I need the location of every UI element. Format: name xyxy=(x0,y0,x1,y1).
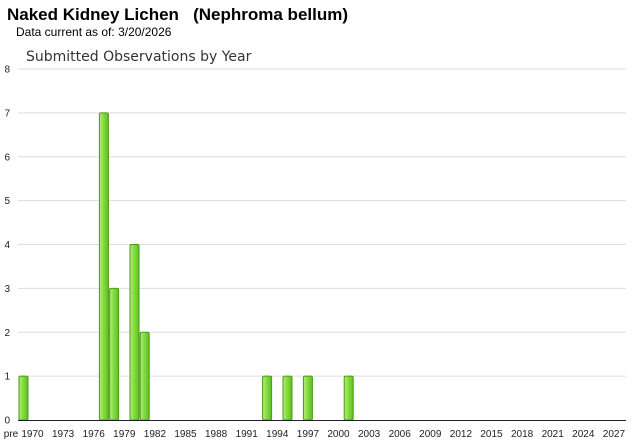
x-tick-label: 1997 xyxy=(297,429,320,440)
y-tick-label: 8 xyxy=(4,65,10,76)
x-tick-label: pre xyxy=(4,429,19,440)
x-tick-label: 1988 xyxy=(205,429,228,440)
bar-1980 xyxy=(129,244,140,421)
page-title: Naked Kidney Lichen (Nephroma bellum) xyxy=(7,5,349,24)
x-tick-label: 2024 xyxy=(572,429,595,440)
x-tick-label: 2009 xyxy=(419,429,442,440)
x-tick-label: 2003 xyxy=(358,429,381,440)
y-axis-ticks: 0 1 2 3 4 5 6 7 8 xyxy=(4,65,10,427)
x-tick-label: 2015 xyxy=(480,429,503,440)
x-tick-label: 1982 xyxy=(144,429,167,440)
y-tick-label: 3 xyxy=(4,284,10,295)
x-tick-label: 2000 xyxy=(327,429,350,440)
x-tick-label: 2021 xyxy=(542,429,565,440)
x-tick-label: 2012 xyxy=(450,429,473,440)
bar-2001 xyxy=(343,375,354,421)
x-tick-label: 1994 xyxy=(266,429,289,440)
y-tick-label: 7 xyxy=(4,108,10,119)
data-date-line: Data current as of: 3/20/2026 xyxy=(16,25,171,39)
y-tick-label: 0 xyxy=(4,416,10,427)
chart-title: Submitted Observations by Year xyxy=(26,49,252,65)
x-tick-label: 1979 xyxy=(113,429,136,440)
y-tick-label: 4 xyxy=(4,240,10,251)
y-tick-label: 2 xyxy=(4,328,10,339)
x-tick-label: 1973 xyxy=(52,429,75,440)
bar-1978 xyxy=(109,287,120,421)
bar-1993 xyxy=(262,375,273,421)
grid-layer xyxy=(18,68,626,377)
x-tick-label: 1970 xyxy=(21,429,44,440)
x-tick-label: 2027 xyxy=(603,429,626,440)
bar-1997 xyxy=(302,375,313,421)
x-tick-label: 2018 xyxy=(511,429,534,440)
y-tick-label: 1 xyxy=(4,372,10,383)
bar-1977 xyxy=(98,112,109,421)
y-tick-label: 6 xyxy=(4,152,10,163)
data-date-label: Data current as of: xyxy=(16,25,115,39)
bar-pre xyxy=(18,375,29,421)
x-axis-ticks: pre 1970 1973 1976 1979 1982 1985 1988 1991 1994 1… xyxy=(4,429,626,440)
x-tick-label: 1985 xyxy=(174,429,197,440)
x-tick-label: 1976 xyxy=(83,429,106,440)
x-tick-label: 2006 xyxy=(389,429,412,440)
x-tick-label: 1991 xyxy=(236,429,259,440)
bar-layer xyxy=(18,112,354,421)
y-tick-label: 5 xyxy=(4,196,10,207)
data-date-value: 3/20/2026 xyxy=(118,25,172,39)
bar-1981 xyxy=(139,331,150,421)
bar-1995 xyxy=(282,375,293,421)
